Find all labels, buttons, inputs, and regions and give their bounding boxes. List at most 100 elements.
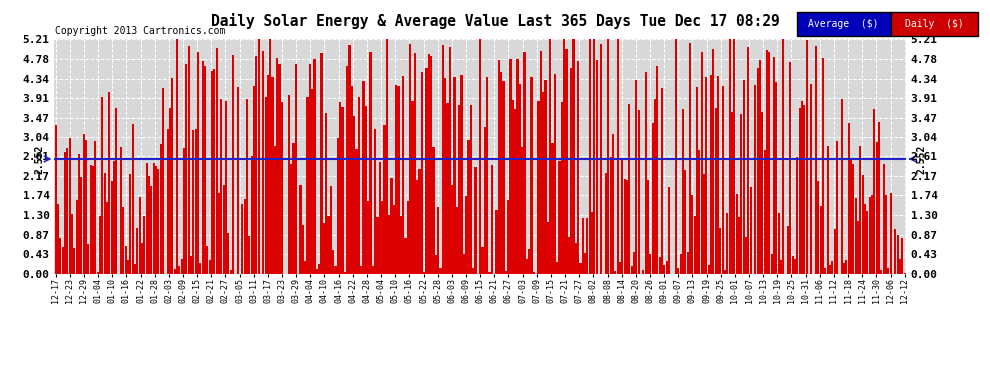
Bar (381, 201, 383, 274)
Bar (734, 39, 736, 274)
Bar (178, 266, 180, 274)
Bar (801, 101, 803, 274)
Bar (360, 266, 362, 274)
Bar (741, 114, 742, 274)
Bar (608, 39, 610, 274)
Bar (157, 169, 159, 274)
Bar (847, 123, 849, 274)
Bar (524, 53, 526, 274)
Bar (778, 213, 780, 274)
Bar (353, 116, 355, 274)
Bar (479, 39, 481, 274)
Bar (213, 69, 215, 274)
Bar (794, 259, 796, 274)
Bar (460, 75, 462, 274)
Bar (582, 218, 584, 274)
Bar (528, 249, 531, 274)
Bar (383, 125, 385, 274)
Bar (845, 260, 847, 274)
Bar (169, 108, 171, 274)
Bar (796, 157, 798, 274)
Bar (166, 129, 168, 274)
Bar (248, 236, 250, 274)
Bar (677, 268, 679, 274)
Bar (715, 108, 717, 274)
Bar (759, 60, 761, 274)
Bar (438, 207, 440, 274)
Bar (665, 261, 668, 274)
Bar (507, 200, 509, 274)
Bar (216, 48, 218, 274)
Bar (749, 187, 751, 274)
Bar (558, 160, 560, 274)
Bar (792, 256, 794, 274)
Bar (651, 123, 653, 274)
Bar (803, 105, 806, 274)
Bar (78, 154, 80, 274)
Bar (768, 52, 770, 274)
Bar (316, 269, 318, 274)
Bar (591, 212, 593, 274)
Bar (488, 272, 490, 274)
Bar (302, 225, 304, 274)
Bar (647, 180, 649, 274)
Bar (106, 201, 108, 274)
Bar (290, 164, 292, 274)
Bar (445, 78, 446, 274)
Bar (455, 207, 457, 274)
Bar (357, 98, 360, 274)
Bar (622, 159, 624, 274)
Bar (435, 255, 437, 274)
Bar (122, 207, 125, 274)
Bar (220, 99, 223, 274)
Bar (159, 144, 161, 274)
Bar (738, 217, 741, 274)
Bar (820, 206, 822, 274)
Bar (773, 57, 775, 274)
Bar (742, 80, 744, 274)
Bar (533, 272, 535, 274)
Bar (246, 99, 248, 274)
Bar (281, 102, 283, 274)
Bar (137, 228, 139, 274)
Bar (565, 49, 567, 274)
Bar (311, 89, 313, 274)
Text: Daily Solar Energy & Average Value Last 365 Days Tue Dec 17 08:29: Daily Solar Energy & Average Value Last … (211, 13, 779, 29)
Bar (745, 237, 747, 274)
Bar (878, 122, 880, 274)
Bar (255, 56, 257, 274)
Bar (113, 161, 115, 274)
Bar (344, 272, 346, 274)
Bar (276, 58, 278, 274)
Bar (517, 59, 519, 274)
Bar (551, 143, 553, 274)
Bar (376, 217, 378, 274)
Bar (722, 86, 724, 274)
Bar (374, 129, 376, 274)
Bar (192, 130, 194, 274)
Bar (638, 110, 640, 274)
Bar (204, 66, 206, 274)
Bar (629, 104, 631, 274)
Bar (333, 250, 335, 274)
Bar (146, 163, 148, 274)
Bar (698, 150, 701, 274)
Bar (610, 158, 612, 274)
Bar (75, 200, 77, 274)
Bar (519, 84, 521, 274)
Bar (390, 178, 393, 274)
Bar (680, 254, 682, 274)
Bar (185, 63, 187, 274)
Bar (654, 99, 656, 274)
Bar (474, 167, 476, 274)
Bar (132, 124, 134, 274)
Bar (409, 44, 411, 274)
Bar (423, 272, 426, 274)
Bar (727, 213, 729, 274)
Bar (579, 263, 581, 274)
Bar (866, 211, 868, 274)
Bar (362, 81, 364, 274)
Bar (868, 198, 871, 274)
Bar (451, 184, 453, 274)
Bar (901, 238, 904, 274)
